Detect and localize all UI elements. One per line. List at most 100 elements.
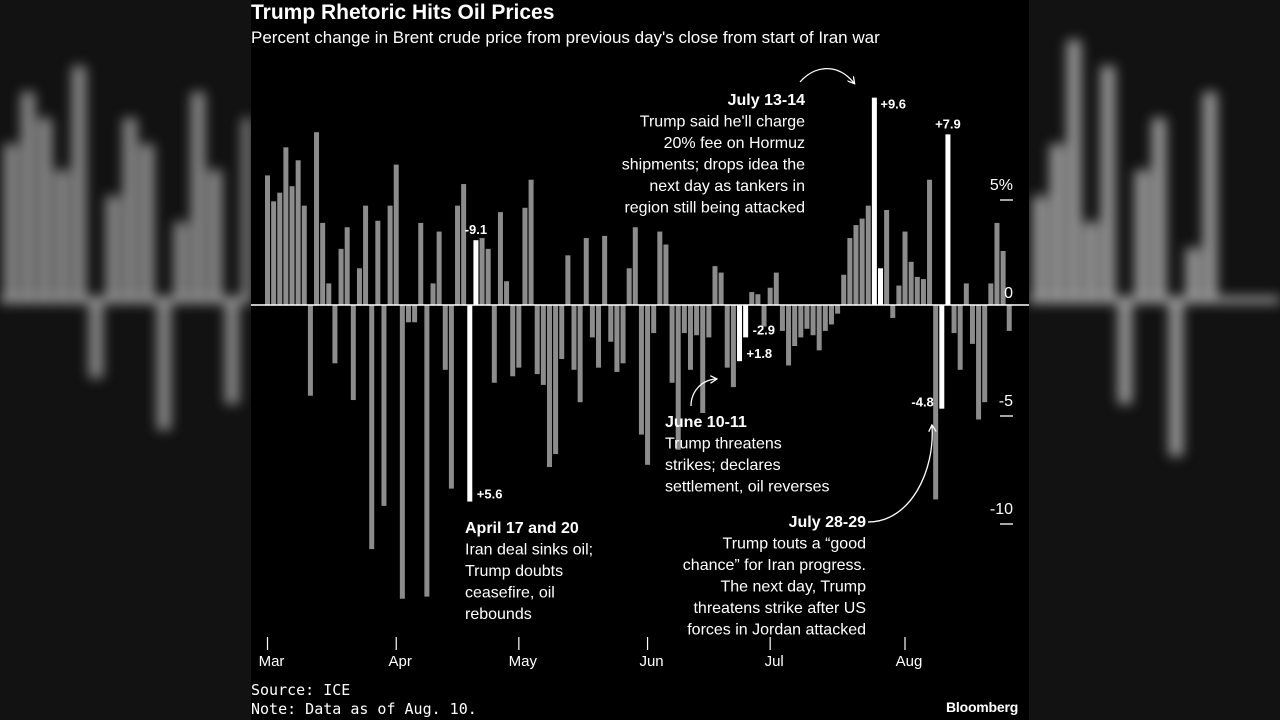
bar <box>1006 305 1012 331</box>
background-bar <box>1033 196 1047 300</box>
annotation-line: Trump touts a “good <box>723 536 866 553</box>
bar <box>491 305 497 383</box>
bar <box>687 305 693 370</box>
bar <box>779 305 785 331</box>
bar <box>853 225 859 305</box>
bar <box>700 305 706 413</box>
bar <box>338 248 344 305</box>
bar <box>724 305 730 368</box>
bar <box>295 160 301 305</box>
background-bar <box>55 170 69 300</box>
background-bar <box>174 222 188 300</box>
bar <box>405 305 411 323</box>
bar <box>455 205 461 305</box>
bar <box>608 305 614 342</box>
source-note: Source: ICE <box>251 681 351 699</box>
background-bar <box>140 144 154 300</box>
highlighted-bar <box>467 305 473 502</box>
x-tick-label: Jul <box>765 653 784 670</box>
annotation-line: Trump threatens <box>665 436 782 453</box>
bar <box>565 255 571 305</box>
bar <box>896 285 902 305</box>
bar <box>884 209 890 305</box>
bar <box>614 305 620 372</box>
bar <box>798 305 804 338</box>
bar <box>927 179 933 305</box>
background-bar <box>208 170 222 300</box>
bar <box>657 231 663 305</box>
data-label: -4.8 <box>911 395 933 410</box>
highlighted-bar <box>737 305 743 362</box>
bar <box>553 305 559 455</box>
chart-subtitle: Percent change in Brent crude price from… <box>251 28 880 47</box>
bar <box>571 305 577 370</box>
bar <box>479 238 485 305</box>
annotation-line: next day as tankers in <box>649 178 805 195</box>
annotation-arrow-july-28-29 <box>867 426 932 523</box>
bar <box>289 186 295 305</box>
background-bar <box>1118 300 1132 404</box>
annotation-arrow-june-10-11 <box>690 379 716 407</box>
background-bar <box>1101 66 1115 300</box>
y-tick-label: -5 <box>999 393 1013 410</box>
background-bar <box>191 92 205 300</box>
highlighted-bar <box>473 240 479 305</box>
data-labels: +5.6 -9.1 +1.8 -2.9 +9.6 -4.8 +7.9 <box>465 97 961 502</box>
bar <box>504 281 510 305</box>
bar <box>841 274 847 305</box>
background-bar <box>38 118 52 300</box>
bar <box>393 164 399 305</box>
bar <box>718 272 724 305</box>
bar <box>988 283 994 305</box>
blurred-background-right <box>1029 0 1280 720</box>
bar <box>283 147 289 305</box>
bar <box>375 220 381 305</box>
bar <box>602 235 608 305</box>
background-bar <box>21 92 35 300</box>
data-label: -9.1 <box>465 222 487 237</box>
bar <box>265 175 270 305</box>
bar <box>675 305 681 450</box>
bar <box>651 305 657 334</box>
annotation-line: strikes; declares <box>665 457 781 474</box>
bar <box>320 222 326 305</box>
bar <box>369 305 375 550</box>
bar <box>442 305 448 370</box>
bar <box>418 222 424 305</box>
background-bar <box>1169 300 1183 456</box>
background-bar <box>4 144 18 300</box>
bar <box>528 179 534 305</box>
x-axis: Mar Apr May Jun Jul Aug <box>259 637 922 670</box>
x-tick-label: Jun <box>639 653 663 670</box>
bar <box>804 305 810 329</box>
bar <box>559 305 565 359</box>
bar <box>963 283 969 305</box>
annotation-title: July 28-29 <box>789 514 866 531</box>
y-tick-label: 0 <box>1004 285 1013 302</box>
bar <box>816 305 822 351</box>
data-label: +1.8 <box>747 346 773 361</box>
bar <box>712 266 718 305</box>
background-bar <box>1152 118 1166 300</box>
bar <box>957 305 963 370</box>
highlighted-bar <box>945 134 951 305</box>
annotation-line: Iran deal sinks oil; <box>465 542 593 559</box>
bar <box>546 305 552 467</box>
annotation-line: chance” for Iran progress. <box>683 557 866 574</box>
bar <box>326 283 332 305</box>
chart-panel: Trump Rhetoric Hits Oil Prices Percent c… <box>251 0 1029 720</box>
bar <box>638 305 644 435</box>
x-tick-label: May <box>509 653 538 670</box>
bar <box>399 305 405 599</box>
bar <box>810 305 816 336</box>
bar <box>387 205 393 305</box>
background-bar <box>225 300 239 404</box>
annotation-line: The next day, Trump <box>720 579 866 596</box>
bar <box>350 305 356 401</box>
bar <box>271 201 277 305</box>
bar <box>589 305 595 338</box>
annotation-line: rebounds <box>465 606 532 623</box>
bar <box>663 244 669 305</box>
y-axis: 5% 0 -5 -10 <box>990 177 1013 525</box>
bar <box>828 305 834 325</box>
